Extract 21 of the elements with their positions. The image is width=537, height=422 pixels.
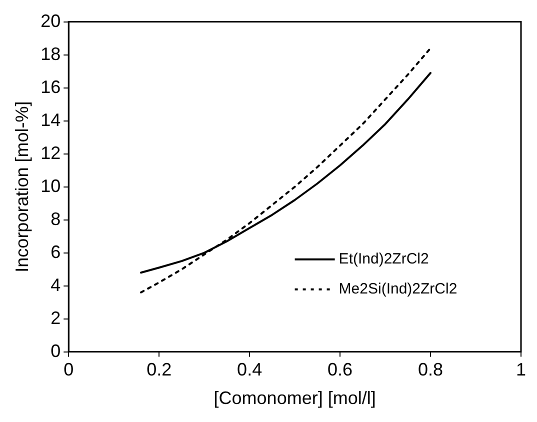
y-tick-label: 4 [50,274,61,295]
y-tick-label: 12 [40,142,61,163]
y-tick-label: 0 [50,340,61,361]
x-axis-title: [Comonomer] [mol/l] [214,388,376,408]
y-axis-title: Incorporation [mol-%] [12,101,32,272]
x-tick-label: 0.4 [237,360,262,380]
y-tick-label: 10 [40,176,61,196]
y-tick-label: 18 [40,44,61,64]
y-tick-label: 2 [50,308,61,328]
y-tick-label: 14 [40,110,61,130]
x-tick-label: 0.6 [328,360,353,380]
legend-label: Et(Ind)2ZrCl2 [338,250,429,268]
x-tick-label: 0.2 [146,360,172,380]
y-tick-label: 8 [50,208,61,229]
y-tick-label: 6 [50,242,61,262]
x-tick-label: 0.8 [418,360,444,380]
x-tick-label: 0 [64,360,74,380]
y-tick-label: 16 [40,76,61,97]
x-tick-label: 1 [516,360,526,380]
legend-label: Me2Si(Ind)2ZrCl2 [338,280,458,298]
y-tick-label: 20 [40,10,61,31]
